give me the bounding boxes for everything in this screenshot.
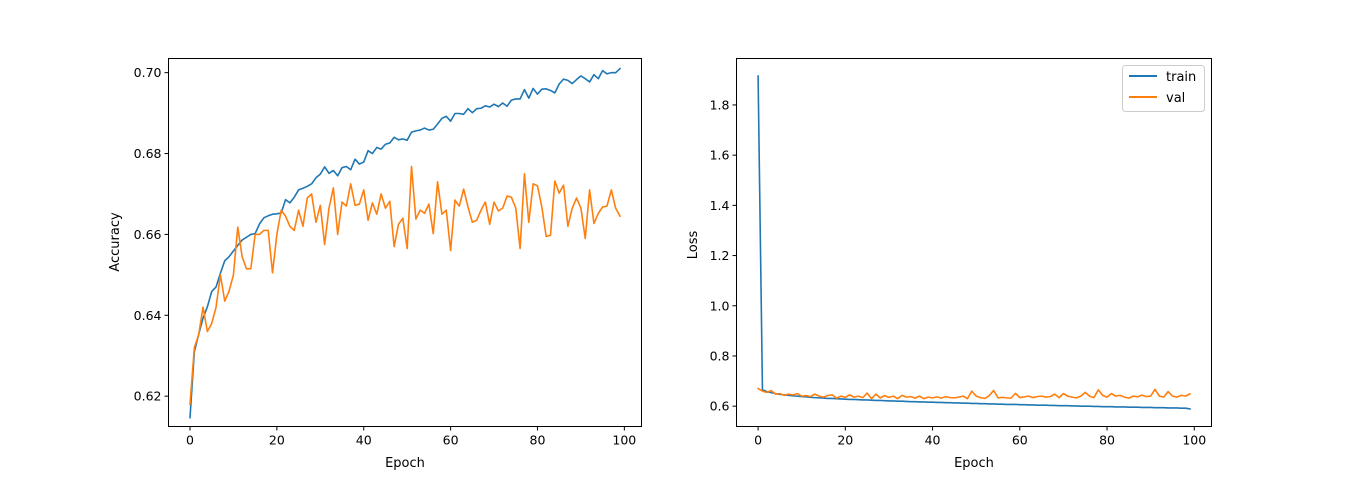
loss-x-tick-label: 100 <box>1182 433 1206 448</box>
loss-lines <box>756 75 1191 410</box>
loss-x-tick-label: 60 <box>1012 433 1028 448</box>
accuracy-x-tick-label: 60 <box>443 433 459 448</box>
loss-y-tick-label: 0.6 <box>710 399 730 414</box>
accuracy-x-tick-label: 40 <box>356 433 372 448</box>
loss-val-series-line <box>756 387 1191 400</box>
accuracy-x-tick-label: 20 <box>269 433 285 448</box>
loss-x-tick-label: 0 <box>754 433 762 448</box>
loss-y-tick-label: 1.2 <box>710 248 730 263</box>
loss-x-tick-label: 20 <box>837 433 853 448</box>
loss-ylabel: Loss <box>686 231 701 260</box>
loss-y-tick-label: 0.8 <box>710 348 730 363</box>
loss-ticks: 0 20 40 60 80 100 0.6 0.8 1.0 1.2 1.4 1.6 1.8 <box>710 97 1207 447</box>
accuracy-chart: 0 20 40 60 80 100 0.62 0.64 0.66 0.68 0.70 Epoch A… <box>108 58 642 471</box>
legend-train-label: train <box>1166 70 1196 85</box>
accuracy-y-tick-label: 0.62 <box>134 389 162 404</box>
loss-y-tick-label: 1.6 <box>710 148 730 163</box>
loss-axes-frame <box>736 58 1212 427</box>
accuracy-lines <box>189 67 622 419</box>
loss-xlabel: Epoch <box>954 456 994 471</box>
loss-x-tick-label: 80 <box>1099 433 1115 448</box>
accuracy-ylabel: Accuracy <box>108 212 123 272</box>
loss-y-tick-label: 1.8 <box>710 97 730 112</box>
accuracy-y-tick-label: 0.66 <box>134 227 162 242</box>
accuracy-y-tick-label: 0.64 <box>134 308 162 323</box>
accuracy-y-tick-label: 0.70 <box>134 65 162 80</box>
loss-x-tick-label: 40 <box>925 433 941 448</box>
loss-y-tick-label: 1.0 <box>710 298 730 313</box>
accuracy-x-tick-label: 100 <box>612 433 636 448</box>
accuracy-axes-frame <box>168 58 642 427</box>
accuracy-ticks: 0 20 40 60 80 100 0.62 0.64 0.66 0.68 0.70 <box>134 65 637 447</box>
accuracy-x-tick-label: 80 <box>530 433 546 448</box>
accuracy-xlabel: Epoch <box>385 456 425 471</box>
accuracy-train-series-line <box>189 67 622 419</box>
accuracy-y-tick-label: 0.68 <box>134 146 162 161</box>
accuracy-x-tick-label: 0 <box>186 433 194 448</box>
loss-train-series-line <box>757 75 1191 410</box>
accuracy-val-series-line <box>189 165 622 406</box>
loss-legend: train val <box>1122 65 1205 112</box>
legend-val-label: val <box>1166 91 1185 106</box>
loss-y-tick-label: 1.4 <box>710 198 730 213</box>
